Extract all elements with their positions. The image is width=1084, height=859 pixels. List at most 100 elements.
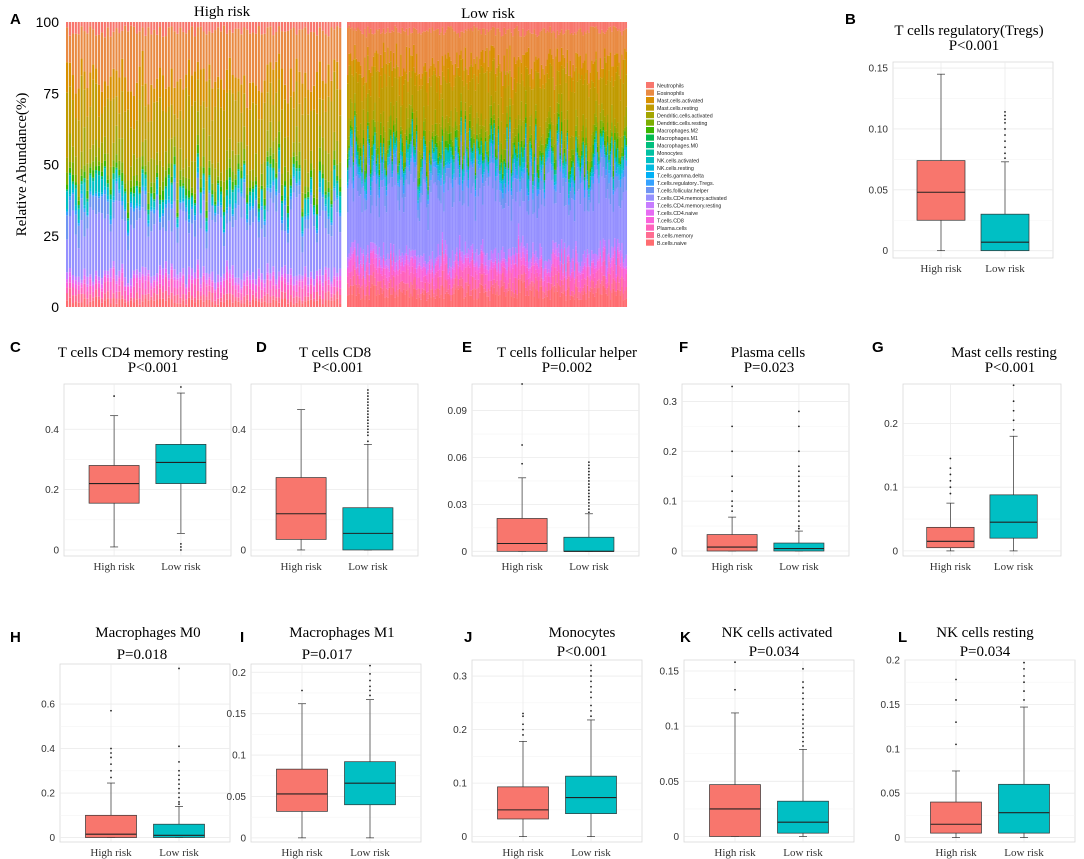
stacked-segment bbox=[188, 291, 191, 298]
stacked-segment bbox=[387, 266, 389, 269]
stacked-segment bbox=[176, 303, 179, 307]
stacked-segment bbox=[121, 30, 124, 59]
stacked-segment bbox=[292, 152, 295, 157]
stacked-segment bbox=[503, 133, 505, 150]
stacked-segment bbox=[71, 99, 74, 147]
stacked-segment bbox=[124, 221, 127, 278]
stacked-segment bbox=[451, 159, 454, 175]
stacked-segment bbox=[497, 65, 500, 105]
stacked-segment bbox=[388, 116, 391, 129]
stacked-segment bbox=[427, 194, 429, 200]
stacked-segment bbox=[357, 155, 359, 164]
stacked-segment bbox=[185, 195, 188, 199]
stacked-segment bbox=[374, 33, 376, 53]
stacked-segment bbox=[517, 238, 520, 254]
stacked-segment bbox=[249, 187, 252, 192]
stacked-segment bbox=[494, 149, 497, 158]
stacked-segment bbox=[179, 297, 182, 304]
stacked-segment bbox=[164, 290, 167, 301]
stacked-segment bbox=[401, 197, 404, 253]
stacked-segment bbox=[77, 225, 80, 249]
stacked-segment bbox=[333, 190, 336, 202]
stacked-segment bbox=[260, 202, 263, 207]
stacked-segment bbox=[222, 197, 226, 210]
stacked-segment bbox=[433, 293, 435, 297]
stacked-segment bbox=[473, 182, 475, 261]
stacked-segment bbox=[503, 164, 505, 175]
stacked-segment bbox=[375, 269, 378, 286]
stacked-segment bbox=[348, 145, 350, 148]
stacked-segment bbox=[427, 105, 429, 175]
stacked-segment bbox=[441, 154, 444, 161]
stacked-segment bbox=[307, 187, 310, 192]
stacked-segment bbox=[307, 300, 310, 307]
stacked-segment bbox=[427, 22, 429, 32]
stacked-segment bbox=[512, 89, 514, 105]
stacked-segment bbox=[444, 32, 447, 55]
stacked-segment bbox=[354, 129, 356, 133]
stacked-segment bbox=[530, 149, 533, 157]
stacked-segment bbox=[348, 118, 350, 137]
stacked-segment bbox=[436, 272, 438, 289]
stacked-segment bbox=[400, 138, 402, 151]
stacked-segment bbox=[225, 169, 228, 181]
stacked-segment bbox=[477, 298, 480, 307]
stacked-segment bbox=[481, 142, 484, 153]
stacked-segment bbox=[124, 302, 127, 307]
stacked-segment bbox=[382, 143, 385, 148]
stacked-segment bbox=[112, 98, 115, 143]
stacked-segment bbox=[492, 253, 494, 263]
stacked-segment bbox=[364, 299, 366, 307]
stacked-segment bbox=[407, 92, 409, 119]
stacked-segment bbox=[530, 114, 533, 135]
stacked-segment bbox=[473, 145, 475, 157]
stacked-segment bbox=[509, 122, 511, 130]
stacked-segment bbox=[444, 162, 447, 166]
stacked-segment bbox=[431, 153, 434, 160]
stacked-segment bbox=[417, 170, 419, 179]
stacked-segment bbox=[380, 33, 382, 55]
stacked-segment bbox=[164, 151, 167, 171]
stacked-segment bbox=[377, 140, 379, 148]
stacked-segment bbox=[504, 296, 507, 307]
stacked-segment bbox=[494, 201, 497, 248]
stacked-segment bbox=[359, 65, 362, 75]
stacked-segment bbox=[453, 284, 455, 294]
stacked-segment bbox=[269, 147, 272, 156]
stacked-segment bbox=[388, 271, 391, 277]
stacked-segment bbox=[121, 91, 124, 139]
stacked-segment bbox=[483, 169, 485, 173]
stacked-segment bbox=[523, 162, 526, 168]
stacked-segment bbox=[190, 105, 194, 162]
stacked-segment bbox=[381, 173, 383, 181]
stacked-segment bbox=[118, 190, 121, 194]
stacked-segment bbox=[380, 54, 382, 76]
stacked-segment bbox=[127, 180, 130, 203]
stacked-segment bbox=[269, 273, 272, 280]
stacked-segment bbox=[456, 111, 458, 126]
stacked-segment bbox=[371, 275, 373, 284]
stacked-segment bbox=[391, 177, 393, 187]
stacked-segment bbox=[377, 53, 379, 71]
stacked-segment bbox=[147, 220, 150, 224]
stacked-segment bbox=[438, 100, 441, 124]
stacked-segment bbox=[384, 22, 386, 34]
stacked-segment bbox=[447, 68, 449, 123]
stacked-segment bbox=[415, 268, 418, 273]
stacked-segment bbox=[275, 162, 278, 174]
stacked-segment bbox=[431, 289, 434, 307]
stacked-segment bbox=[278, 26, 281, 54]
stacked-segment bbox=[375, 175, 378, 184]
stacked-segment bbox=[348, 53, 350, 66]
stacked-segment bbox=[351, 60, 353, 75]
stacked-segment bbox=[448, 147, 451, 162]
stacked-segment bbox=[272, 285, 275, 296]
stacked-segment bbox=[202, 156, 205, 168]
stacked-segment bbox=[417, 90, 419, 151]
stacked-segment bbox=[86, 216, 89, 229]
stacked-segment bbox=[428, 260, 431, 265]
stacked-segment bbox=[532, 161, 534, 174]
stacked-segment bbox=[92, 297, 95, 301]
stacked-segment bbox=[480, 284, 483, 307]
stacked-segment bbox=[211, 206, 214, 220]
